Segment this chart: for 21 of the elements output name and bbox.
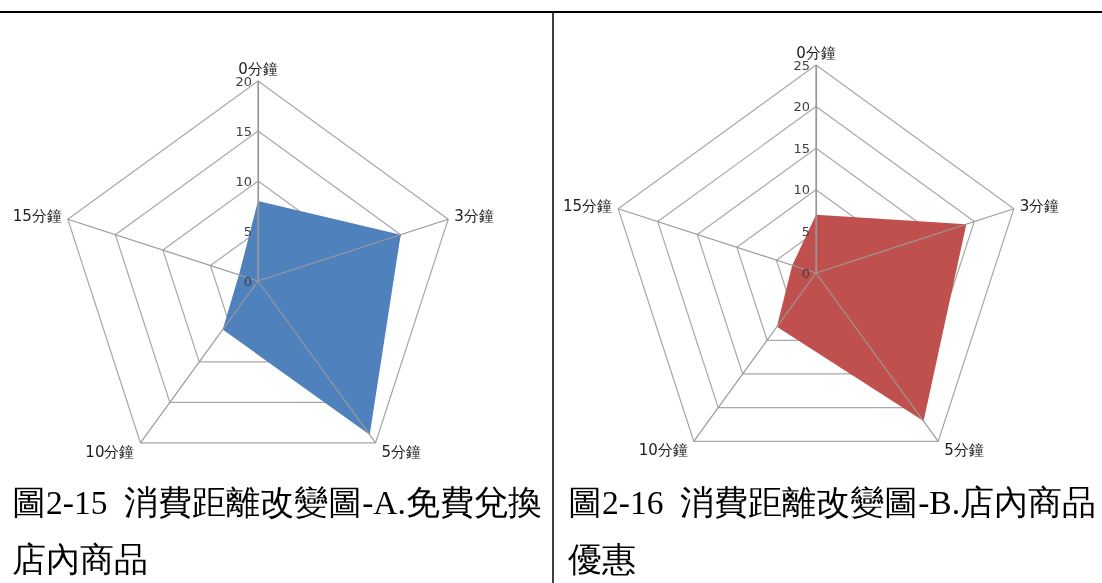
spoke-label: 0分鐘: [238, 60, 278, 78]
y-tick-label: 5: [801, 224, 810, 240]
text: 圖2-15 消費距離改變圖-A.免費兌換店內商品: [12, 483, 543, 580]
y-tick-label: 20: [793, 99, 810, 115]
y-tick-label: 5: [243, 223, 252, 239]
spoke-label: 15分鐘: [12, 207, 62, 226]
y-tick-label: 0: [801, 265, 810, 281]
y-tick-label: 10: [793, 182, 810, 198]
spoke-label: 3分鐘: [454, 207, 494, 226]
spoke-label: 15分鐘: [563, 196, 613, 215]
y-tick-label: 15: [235, 123, 252, 139]
y-tick-label: 15: [793, 140, 810, 156]
spoke-label: 3分鐘: [1019, 196, 1060, 215]
spoke-label: 5分鐘: [944, 441, 984, 460]
text: 圖2-16 消費距離改變圖-B.店內商品優惠: [568, 483, 1098, 580]
y-tick-label: 10: [235, 173, 252, 189]
spoke-label: 5分鐘: [381, 442, 422, 461]
spoke-label: 0分鐘: [796, 44, 836, 62]
y-tick-label: 0: [243, 273, 252, 289]
spoke-label: 10分鐘: [85, 442, 135, 461]
spoke-label: 10分鐘: [638, 441, 688, 460]
